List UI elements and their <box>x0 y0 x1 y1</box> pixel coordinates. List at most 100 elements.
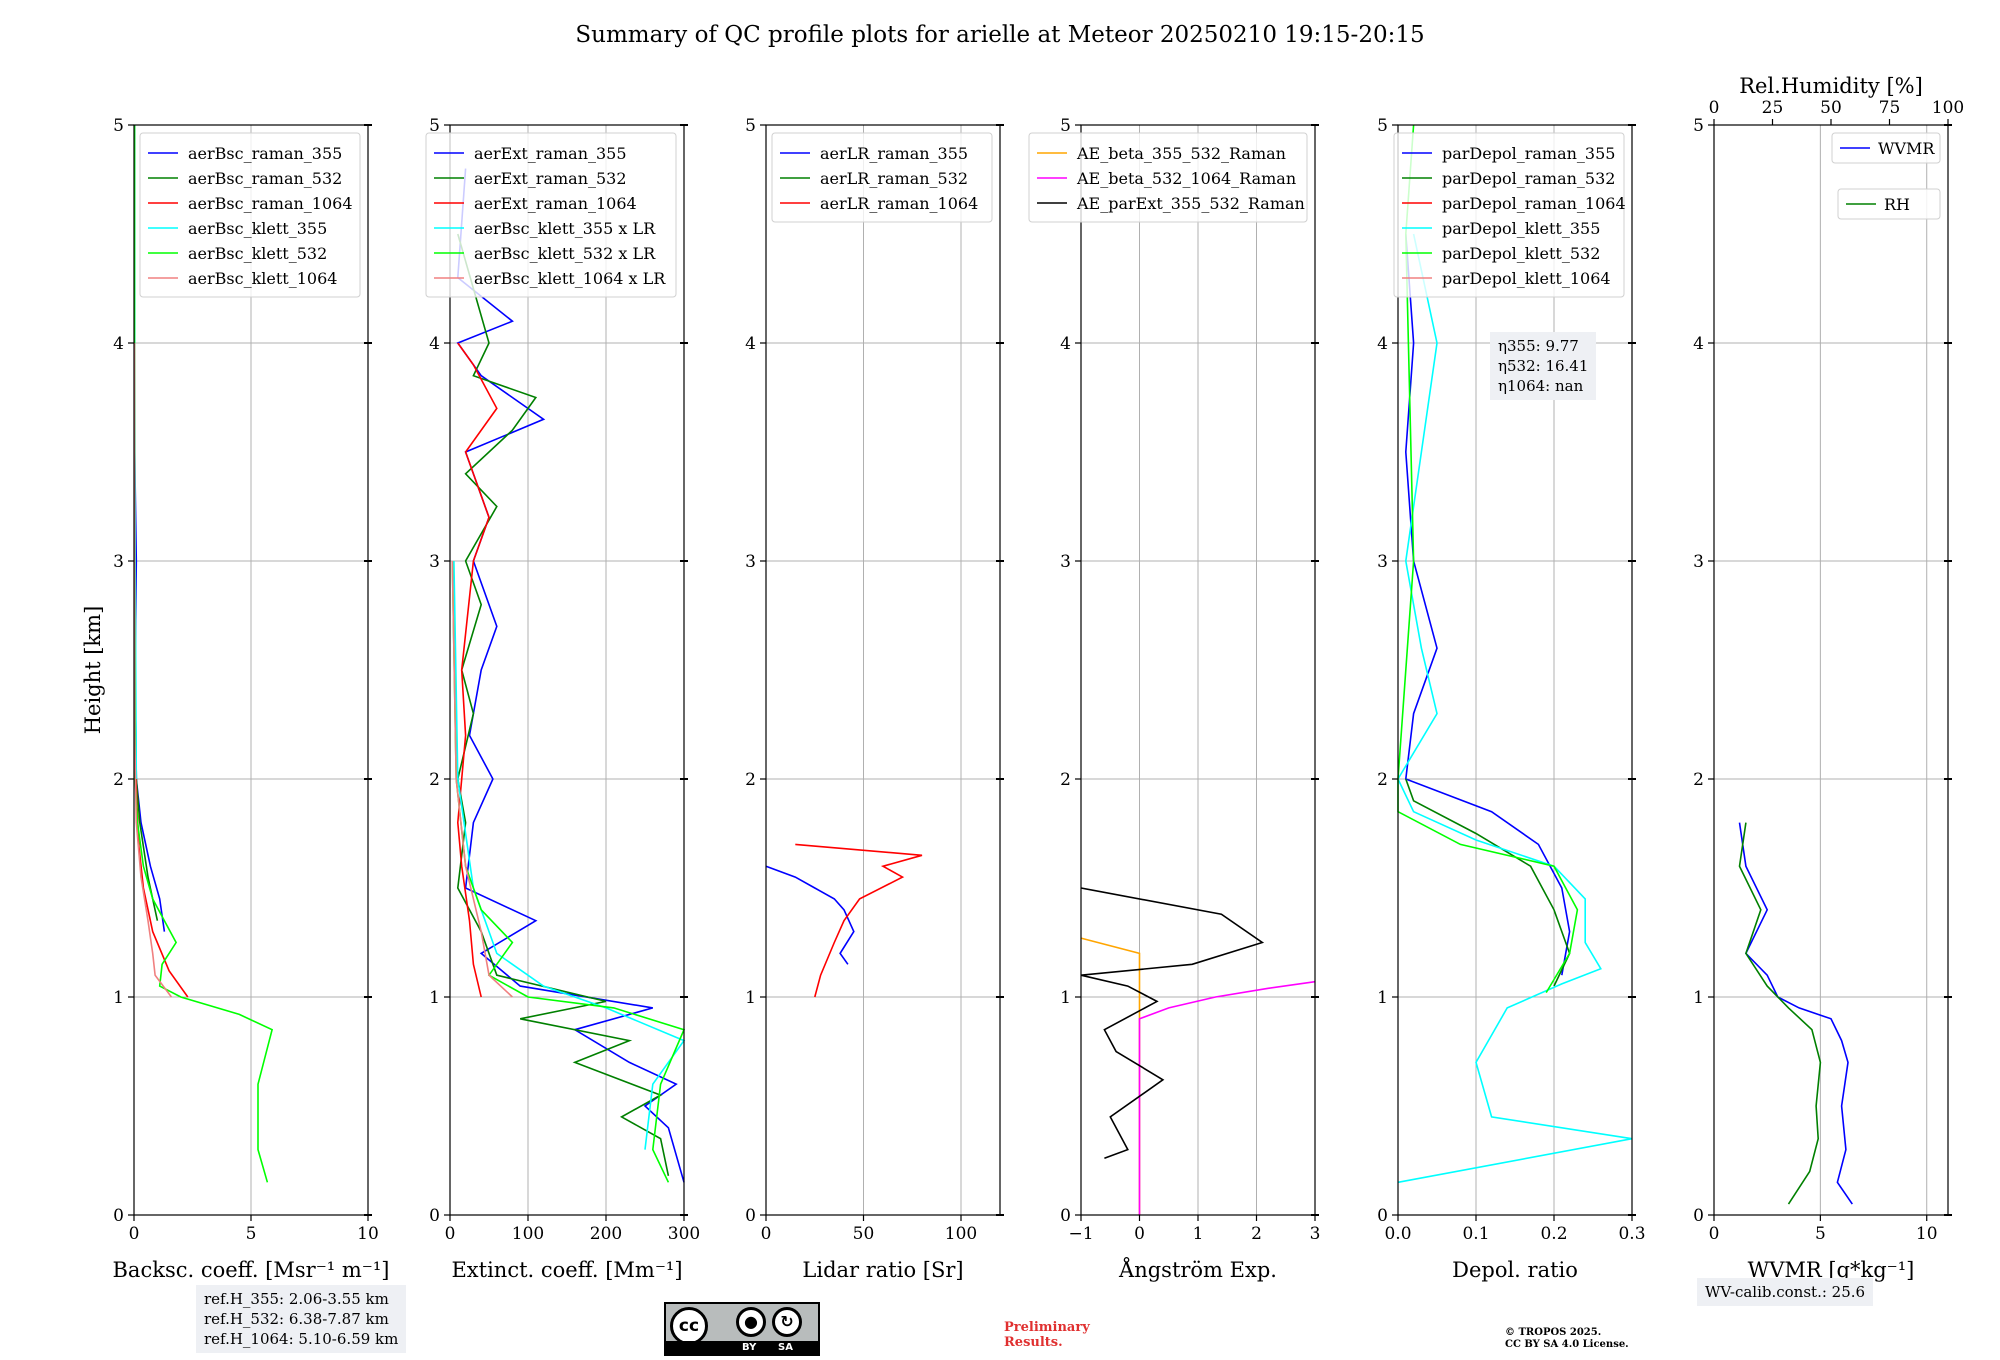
legend-box <box>1393 132 1625 298</box>
legend-label-aerBsc_klett_532: aerBsc_klett_532 <box>188 244 327 263</box>
axes-frame <box>449 124 685 1216</box>
x-axis-label: Ångström Exp. <box>1118 1257 1277 1282</box>
axes-frame <box>1713 124 1949 1216</box>
y-tick-label: 5 <box>113 116 124 136</box>
x-tick-label: 5 <box>246 1224 257 1244</box>
cc-badge-bar <box>666 1341 818 1354</box>
attribution-person-icon: ● <box>736 1307 766 1337</box>
y-tick-label: 3 <box>1377 552 1388 572</box>
legend-label-aerBsc_klett_1064: aerBsc_klett_1064 <box>188 269 337 288</box>
eta-1064: η1064: nan <box>1498 377 1584 395</box>
copyright-line-1: © TROPOS 2025. <box>1505 1327 1602 1338</box>
legend-box <box>139 132 361 298</box>
preliminary-line-2: Results. <box>1004 1335 1063 1350</box>
legend-label-parDepol_klett_355: parDepol_klett_355 <box>1442 219 1600 238</box>
wv-calibration-box: WV-calib.const.: 25.6 <box>1697 1278 1874 1306</box>
preliminary-line-1: Preliminary <box>1004 1320 1090 1335</box>
series-line-aerExt_raman_532 <box>456 233 670 1176</box>
legend-label-RH: RH <box>1884 195 1910 214</box>
x2-axis-label: Rel.Humidity [%] <box>1739 74 1923 98</box>
y-tick-label: 1 <box>1377 988 1388 1008</box>
y-tick-label: 3 <box>429 552 440 572</box>
x-tick-label: 0.2 <box>1540 1224 1567 1244</box>
x-tick-label: 0 <box>1709 1224 1720 1244</box>
y-tick-label: 2 <box>745 770 756 790</box>
legend-label-aerBsc_raman_532: aerBsc_raman_532 <box>188 169 342 188</box>
series-line-aerExt_raman_355 <box>456 168 685 1183</box>
legend-label-parDepol_klett_1064: parDepol_klett_1064 <box>1442 269 1611 288</box>
x-tick-label: 10 <box>1916 1224 1938 1244</box>
cc-sa-label: SA <box>778 1342 793 1353</box>
eta-355: η355: 9.77 <box>1498 337 1579 355</box>
copyright-line-2: CC BY SA 4.0 License. <box>1505 1339 1629 1350</box>
legend-label-AE_parExt_355_532_Raman: AE_parExt_355_532_Raman <box>1076 194 1305 213</box>
legend-label-parDepol_raman_1064: parDepol_raman_1064 <box>1442 194 1626 213</box>
x-tick-label: 0 <box>1134 1224 1145 1244</box>
x-tick-label: 200 <box>590 1224 622 1244</box>
y-tick-label: 2 <box>1377 770 1388 790</box>
cc-icon: cc <box>670 1307 708 1345</box>
y-tick-label: 2 <box>1060 770 1071 790</box>
x-tick-label: 0 <box>445 1224 456 1244</box>
series-line-AE_parExt_355_532_Raman <box>1080 887 1265 1160</box>
x-axis-label: Lidar ratio [Sr] <box>802 1258 963 1282</box>
legend-label-parDepol_raman_532: parDepol_raman_532 <box>1442 169 1615 188</box>
series-line-aerLR_raman_1064 <box>795 843 923 998</box>
x-tick-label: 100 <box>512 1224 544 1244</box>
y-tick-label: 3 <box>1060 552 1071 572</box>
x-tick-label: 50 <box>853 1224 875 1244</box>
y-tick-label: 4 <box>429 334 440 354</box>
x-tick-label: 3 <box>1310 1224 1321 1244</box>
legend-box <box>1837 188 1941 220</box>
y-tick-label: 2 <box>113 770 124 790</box>
cc-by-label: BY <box>742 1342 757 1353</box>
legend-label-aerExt_raman_1064: aerExt_raman_1064 <box>474 194 637 213</box>
share-alike-icon: ↻ <box>772 1307 802 1337</box>
legend-label-aerBsc_klett_355 x LR: aerBsc_klett_355 x LR <box>474 219 656 238</box>
legend-label-aerLR_raman_532: aerLR_raman_532 <box>820 169 968 188</box>
legend-box <box>1831 132 1941 164</box>
legend-label-parDepol_raman_355: parDepol_raman_355 <box>1442 144 1615 163</box>
y-tick-label: 0 <box>1377 1206 1388 1226</box>
axes-frame <box>765 124 1001 1216</box>
y-tick-label: 1 <box>745 988 756 1008</box>
y-tick-label: 0 <box>429 1206 440 1226</box>
depol-calibration-box: η355: 9.77 η532: 16.41 η1064: nan <box>1490 332 1597 400</box>
y-tick-label: 2 <box>1693 770 1704 790</box>
axes-frame <box>1397 124 1633 1216</box>
series-line-aerBsc_klett_355 x LR <box>453 560 686 1150</box>
legend-label-parDepol_klett_532: parDepol_klett_532 <box>1442 244 1600 263</box>
x-tick-label: 0.1 <box>1462 1224 1489 1244</box>
x2-tick-label: 25 <box>1762 98 1784 118</box>
y-tick-label: 4 <box>1377 334 1388 354</box>
y-tick-label: 3 <box>113 552 124 572</box>
x2-tick-label: 75 <box>1879 98 1901 118</box>
legend-box <box>1028 132 1308 223</box>
legend-label-aerLR_raman_1064: aerLR_raman_1064 <box>820 194 978 213</box>
x-tick-label: 0.3 <box>1618 1224 1645 1244</box>
x-axis-label: Depol. ratio <box>1452 1258 1578 1282</box>
x2-tick-label: 100 <box>1932 98 1964 118</box>
y-tick-label: 1 <box>429 988 440 1008</box>
series-line-aerExt_raman_1064 <box>456 342 498 998</box>
legend-label-aerBsc_raman_355: aerBsc_raman_355 <box>188 144 342 163</box>
x2-tick-label: 0 <box>1709 98 1720 118</box>
series-line-aerLR_raman_355 <box>765 865 855 965</box>
x-tick-label: 300 <box>668 1224 700 1244</box>
legend-box <box>425 132 677 298</box>
x-tick-label: 0 <box>129 1224 140 1244</box>
x-tick-label: 0.0 <box>1384 1224 1411 1244</box>
legend-label-aerBsc_klett_355: aerBsc_klett_355 <box>188 219 327 238</box>
eta-532: η532: 16.41 <box>1498 357 1589 375</box>
y-tick-label: 4 <box>113 334 124 354</box>
y-tick-label: 5 <box>1693 116 1704 136</box>
y-tick-label: 0 <box>745 1206 756 1226</box>
legend-label-AE_beta_355_532_Raman: AE_beta_355_532_Raman <box>1076 144 1286 163</box>
series-line-parDepol_klett_532 <box>1397 124 1579 994</box>
y-tick-label: 0 <box>113 1206 124 1226</box>
legend-label-WVMR: WVMR <box>1878 139 1935 158</box>
y-tick-label: 5 <box>745 116 756 136</box>
x-tick-label: −1 <box>1068 1224 1093 1244</box>
y-tick-label: 5 <box>1060 116 1071 136</box>
